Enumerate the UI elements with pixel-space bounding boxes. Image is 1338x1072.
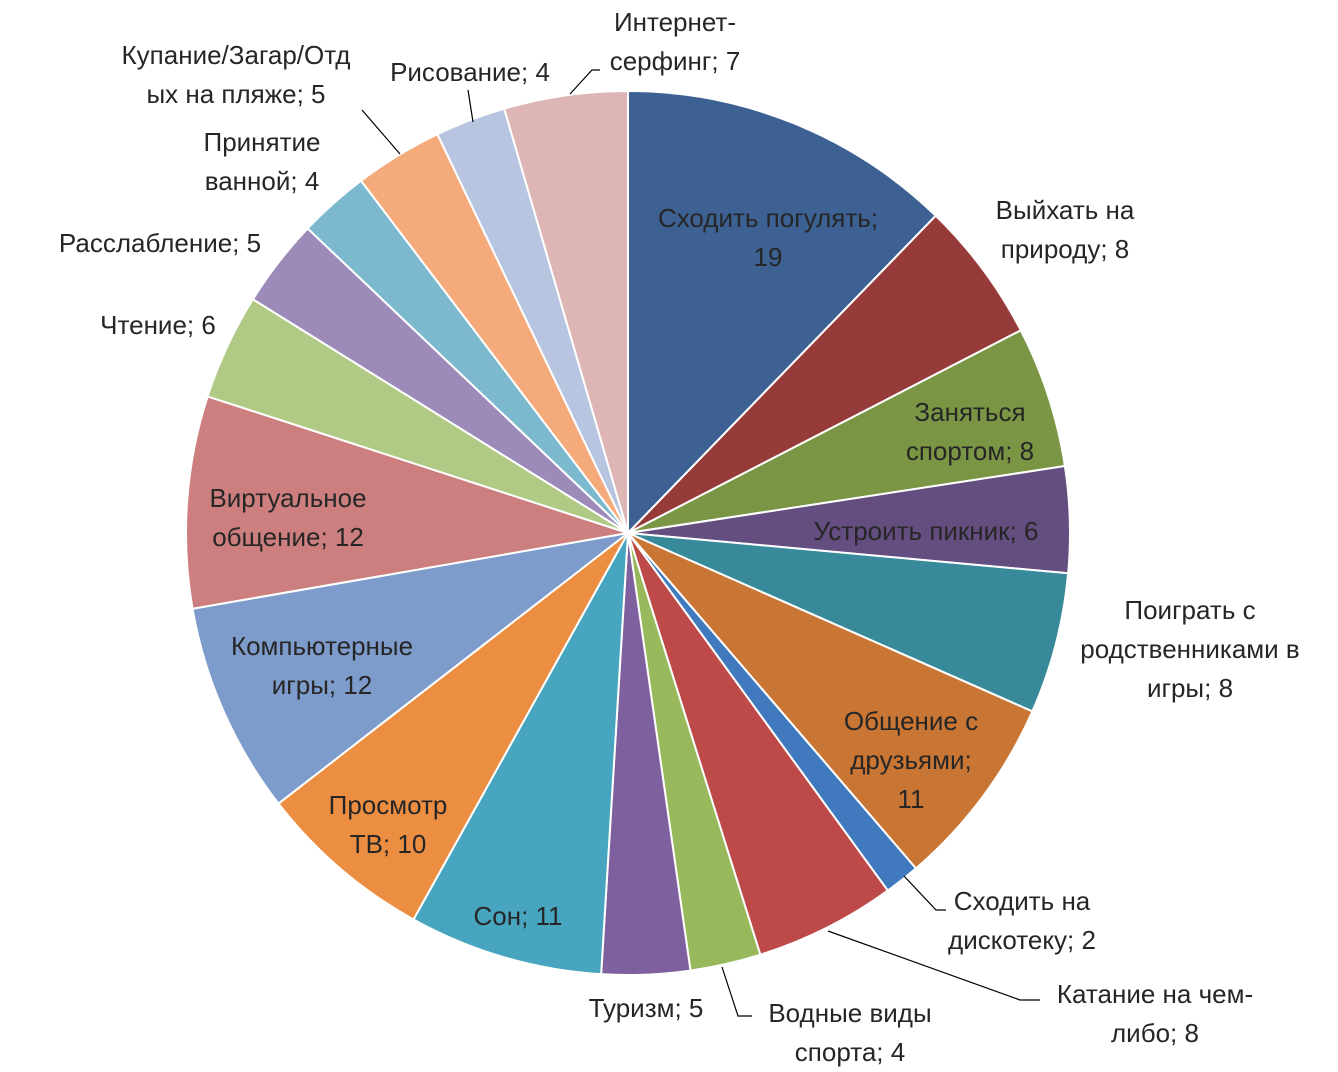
pie-slices (185, 89, 1071, 976)
pie-slice-13 (191, 532, 629, 805)
slice-label-line: Поиграть с (1124, 595, 1255, 625)
leader-line-9 (721, 966, 752, 1017)
slice-label-line: Заняться (914, 397, 1025, 427)
slice-label-line: Виртуальное (209, 483, 366, 513)
slice-label-1: Сходить погулять; 19 (658, 203, 878, 272)
slice-label-12: Просмотр ТВ; 10 (329, 790, 448, 859)
slice-label-4: Устроить пикник; 6 (814, 516, 1039, 546)
slice-label-line: дискотеку; 2 (948, 925, 1096, 955)
slice-label-line: спорта; 4 (795, 1037, 905, 1067)
slice-label-line: общение; 12 (212, 522, 364, 552)
slice-label-line: ТВ; 10 (350, 829, 427, 859)
pie-slice-20 (503, 89, 629, 534)
slice-label-line: серфинг; 7 (610, 46, 741, 76)
pie-slice-2 (627, 214, 1023, 534)
slice-label-16: Расслабление; 5 (59, 228, 261, 258)
leader-line-18 (361, 109, 401, 155)
slice-label-line: Купание/Загар/Отд (122, 40, 351, 70)
slice-label-3: Заняться спортом; 8 (906, 397, 1034, 466)
slice-labels: Сходить погулять; 19 Выйхать на природу; 8 З… (59, 7, 1300, 1067)
slice-label-line: игры; 12 (272, 670, 373, 700)
leader-line-20 (569, 69, 600, 95)
slice-label-line: природу; 8 (1001, 234, 1130, 264)
slice-label-line: Сходить погулять; (658, 203, 878, 233)
slice-label-line: Выйхать на (996, 195, 1135, 225)
slice-label-line: Компьютерные (231, 631, 413, 661)
slice-label-19: Рисование; 4 (390, 57, 550, 87)
pie-slice-8 (627, 532, 890, 956)
slice-label-20: Интернет-серфинг; 7 (610, 7, 741, 76)
pie-slice-6 (627, 532, 1034, 870)
slice-label-line: Водные виды (768, 998, 931, 1028)
slice-label-line: Рисование; 4 (390, 57, 550, 87)
slice-label-line: Катание на чем- (1057, 979, 1253, 1009)
slice-label-18: Купание/Загар/Отд ых на пляже; 5 (122, 40, 351, 109)
slice-label-line: Интернет- (614, 7, 736, 37)
slice-label-line: Туризм; 5 (589, 993, 704, 1023)
slice-label-line: 19 (754, 242, 783, 272)
slice-label-7: Сходить на дискотеку; 2 (948, 886, 1096, 955)
slice-label-line: либо; 8 (1111, 1018, 1199, 1048)
slice-label-13: Компьютерные игры; 12 (231, 631, 413, 700)
slice-label-line: спортом; 8 (906, 436, 1034, 466)
pie-slice-14 (185, 395, 629, 610)
pie-slice-11 (412, 532, 629, 976)
slice-label-line: Чтение; 6 (100, 310, 216, 340)
slice-label-15: Чтение; 6 (100, 310, 216, 340)
slice-label-line: Просмотр (329, 790, 448, 820)
leader-line-19 (467, 89, 474, 123)
slice-label-line: Принятие (204, 127, 321, 157)
slice-label-line: ванной; 4 (205, 166, 320, 196)
pie-slice-12 (277, 532, 629, 921)
slice-label-line: Сходить на (954, 886, 1091, 916)
leader-lines (361, 69, 1040, 1017)
pie-slice-5 (627, 532, 1070, 713)
slice-label-17: Принятие ванной; 4 (204, 127, 321, 196)
slice-label-5: Поиграть с родственниками в игры; 8 (1080, 595, 1300, 703)
slice-label-line: 11 (898, 784, 925, 814)
slice-label-line: родственниками в (1080, 634, 1300, 664)
slice-label-9: Водные виды спорта; 4 (768, 998, 931, 1067)
slice-label-11: Сон; 11 (473, 901, 562, 931)
leader-line-7 (903, 875, 946, 911)
slice-label-line: ых на пляже; 5 (146, 79, 325, 109)
slice-label-line: Расслабление; 5 (59, 228, 261, 258)
pie-slice-1 (627, 89, 938, 536)
slice-label-line: Устроить пикник; 6 (814, 516, 1039, 546)
slice-label-10: Туризм; 5 (589, 993, 704, 1023)
slice-label-line: игры; 8 (1147, 673, 1233, 703)
slice-label-6: Общение с друзьями; 11 (844, 706, 978, 814)
slice-label-line: Общение с (844, 706, 978, 736)
slice-label-8: Катание на чем-либо; 8 (1057, 979, 1253, 1048)
slice-label-line: Сон; 11 (473, 901, 562, 931)
slice-label-line: друзьями; (850, 745, 972, 775)
leader-line-8 (827, 930, 1040, 1001)
slice-label-2: Выйхать на природу; 8 (996, 195, 1135, 264)
slice-label-14: Виртуальное общение; 12 (209, 483, 366, 552)
